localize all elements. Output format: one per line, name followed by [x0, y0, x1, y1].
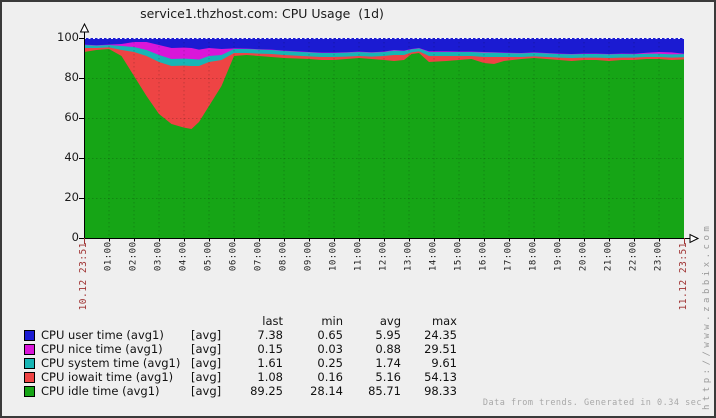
legend-label: CPU iowait time (avg1): [41, 370, 174, 384]
legend-swatch-icon: [24, 386, 35, 397]
x-axis-start-date: 10.12 23:51: [78, 242, 89, 311]
y-axis-label: 40: [64, 150, 79, 164]
legend-func: [avg]: [191, 328, 222, 342]
x-axis-label: 22:00: [628, 241, 639, 272]
legend-max: 9.61: [431, 356, 457, 370]
x-axis-end-date: 11.12 23:51: [678, 242, 689, 311]
legend-label: CPU user time (avg1): [41, 328, 164, 342]
legend-swatch-icon: [24, 344, 35, 355]
x-axis-label: 11:00: [353, 241, 364, 272]
legend-avg: 0.88: [375, 342, 401, 356]
legend-avg: 5.16: [375, 370, 401, 384]
x-axis-label: 20:00: [578, 241, 589, 272]
x-axis-label: 04:00: [178, 241, 189, 272]
legend-header: last: [262, 314, 283, 328]
x-axis-arrow-icon: [689, 233, 700, 244]
legend-func: [avg]: [191, 356, 222, 370]
legend-row: CPU nice time (avg1) [avg] 0.15 0.03 0.88 29.…: [24, 343, 457, 356]
legend-header: min: [321, 314, 343, 328]
x-axis-label: 16:00: [478, 241, 489, 272]
legend-min: 28.14: [310, 384, 343, 398]
graph-title: service1.thzhost.com: CPU Usage (1d): [140, 6, 384, 21]
x-axis-label: 13:00: [403, 241, 414, 272]
y-axis-label: 20: [64, 190, 79, 204]
legend-swatch-icon: [24, 330, 35, 341]
legend-min: 0.03: [317, 342, 343, 356]
legend-header-row: last min avg max: [24, 315, 457, 328]
x-axis-label: 15:00: [453, 241, 464, 272]
legend-last: 89.25: [250, 384, 283, 398]
x-axis-label: 18:00: [528, 241, 539, 272]
legend-avg: 1.74: [375, 356, 401, 370]
legend-max: 29.51: [424, 342, 457, 356]
legend-avg: 5.95: [375, 328, 401, 342]
legend-label: CPU system time (avg1): [41, 356, 181, 370]
x-axis-label: 07:00: [253, 241, 264, 272]
generated-footer: Data from trends. Generated in 0.34 sec: [482, 398, 702, 408]
x-axis-label: 01:00: [103, 241, 114, 272]
y-axis-label: 100: [57, 30, 79, 44]
y-axis-label: 60: [64, 110, 79, 124]
legend-max: 54.13: [424, 370, 457, 384]
legend-label: CPU idle time (avg1): [41, 384, 160, 398]
x-axis-label: 23:00: [653, 241, 664, 272]
x-axis-label: 05:00: [203, 241, 214, 272]
legend-row: CPU system time (avg1) [avg] 1.61 0.25 1.74 9…: [24, 357, 457, 370]
legend-row: CPU idle time (avg1) [avg] 89.25 28.14 85.71…: [24, 385, 457, 398]
legend-min: 0.16: [317, 370, 343, 384]
legend-max: 98.33: [424, 384, 457, 398]
legend-label: CPU nice time (avg1): [41, 342, 163, 356]
x-axis-label: 19:00: [553, 241, 564, 272]
zabbix-watermark: http://www.zabbix.com: [702, 222, 712, 410]
y-axis-label: 0: [71, 230, 79, 244]
legend-row: CPU iowait time (avg1) [avg] 1.08 0.16 5.16 5…: [24, 371, 457, 384]
legend-max: 24.35: [424, 328, 457, 342]
legend-row: CPU user time (avg1) [avg] 7.38 0.65 5.95 24.…: [24, 329, 457, 342]
x-axis-label: 17:00: [503, 241, 514, 272]
legend-last: 1.61: [257, 356, 283, 370]
x-axis-label: 10:00: [328, 241, 339, 272]
x-axis-label: 02:00: [128, 241, 139, 272]
y-axis-label: 80: [64, 70, 79, 84]
legend-last: 7.38: [257, 328, 283, 342]
x-axis-label: 12:00: [378, 241, 389, 272]
legend-func: [avg]: [191, 370, 222, 384]
legend-swatch-icon: [24, 372, 35, 383]
legend-avg: 85.71: [368, 384, 401, 398]
legend-swatch-icon: [24, 358, 35, 369]
x-axis-label: 09:00: [303, 241, 314, 272]
x-axis-label: 21:00: [603, 241, 614, 272]
legend-header: max: [431, 314, 457, 328]
legend-min: 0.65: [317, 328, 343, 342]
legend-func: [avg]: [191, 342, 222, 356]
legend-last: 0.15: [257, 342, 283, 356]
legend-last: 1.08: [257, 370, 283, 384]
y-axis-arrow-icon: [79, 22, 90, 33]
legend-min: 0.25: [317, 356, 343, 370]
x-axis-label: 03:00: [153, 241, 164, 272]
x-axis-label: 08:00: [278, 241, 289, 272]
area-idle: [84, 49, 684, 238]
x-axis-label: 06:00: [228, 241, 239, 272]
x-axis-label: 14:00: [428, 241, 439, 272]
legend-header: avg: [379, 314, 401, 328]
legend-func: [avg]: [191, 384, 222, 398]
